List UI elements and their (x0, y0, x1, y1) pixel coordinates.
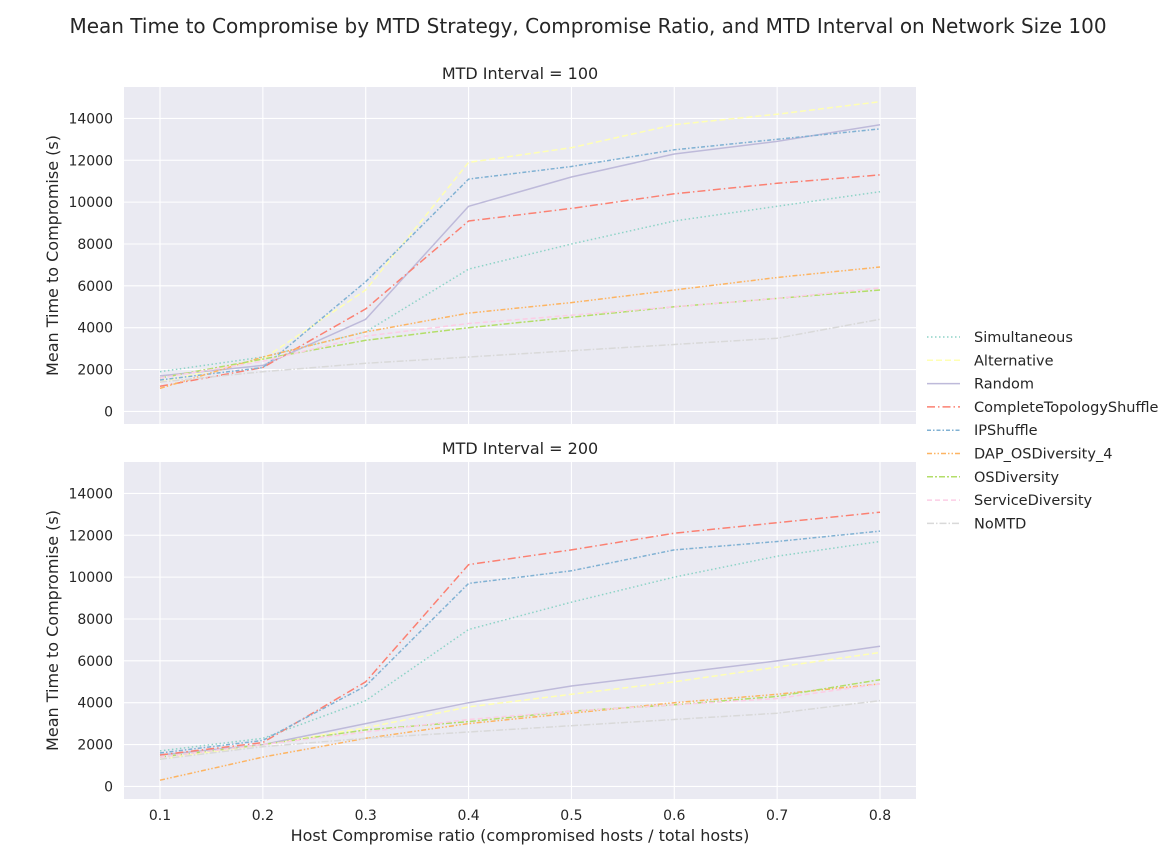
x-tick-label: 0.3 (355, 808, 377, 824)
y-tick-label: 2000 (77, 738, 113, 754)
legend-label: CompleteTopologyShuffle (974, 400, 1159, 416)
y-tick-label: 14000 (68, 486, 113, 502)
series-line-IPShuffle (159, 128, 881, 381)
legend-label: DAP_OSDiversity_4 (974, 447, 1112, 463)
chart-title: Mean Time to Compromise by MTD Strategy,… (69, 14, 1106, 38)
y-tick-label: 4000 (77, 696, 113, 712)
legend-item: OSDiversity (927, 470, 1060, 486)
x-axis-label: Host Compromise ratio (compromised hosts… (291, 826, 750, 845)
x-tick-label: 0.8 (869, 808, 891, 824)
series-line-ServiceDiversity (159, 287, 881, 379)
y-tick-label: 6000 (77, 279, 113, 295)
facet-title: MTD Interval = 100 (442, 64, 598, 83)
legend-item: NoMTD (927, 516, 1026, 532)
y-axis-label: Mean Time to Compromise (s) (43, 135, 62, 376)
legend-label: IPShuffle (974, 423, 1038, 439)
plot-background (124, 462, 916, 799)
x-tick-label: 0.2 (252, 808, 274, 824)
series-line-NoMTD (159, 699, 881, 760)
series-line-DAP_OSDiversity_4 (159, 683, 881, 781)
x-tick-label: 0.4 (457, 808, 479, 824)
y-tick-label: 0 (104, 404, 113, 420)
legend-label: Random (974, 377, 1034, 393)
y-tick-label: 8000 (77, 237, 113, 253)
y-tick-label: 10000 (68, 195, 113, 211)
y-axis-label: Mean Time to Compromise (s) (43, 510, 62, 751)
y-tick-label: 2000 (77, 363, 113, 379)
legend-item: DAP_OSDiversity_4 (927, 447, 1112, 463)
y-tick-label: 6000 (77, 654, 113, 670)
legend-item: Random (927, 377, 1034, 393)
series-line-CompleteTopologyShuffle (159, 511, 881, 756)
legend-label: Alternative (974, 353, 1054, 369)
legend-label: OSDiversity (974, 470, 1060, 486)
series-line-OSDiversity (159, 289, 881, 379)
series-line-ServiceDiversity (159, 683, 881, 758)
legend-item: ServiceDiversity (927, 493, 1093, 509)
legend: Simultaneous Alternative Random CompleteTop… (927, 330, 1159, 532)
y-tick-label: 12000 (68, 528, 113, 544)
legend-item: Simultaneous (927, 330, 1073, 346)
x-tick-label: 0.7 (766, 808, 788, 824)
x-tick-label: 0.6 (663, 808, 685, 824)
series-line-Alternative (159, 100, 881, 383)
facet-title: MTD Interval = 200 (442, 439, 598, 458)
y-tick-label: 0 (104, 779, 113, 795)
legend-label: ServiceDiversity (974, 493, 1093, 509)
legend-label: Simultaneous (974, 330, 1073, 346)
legend-item: IPShuffle (927, 423, 1038, 439)
facet-panel-2: 0 2000 4000 6000 8000 10000 12000 14000 Mean Tim… (43, 439, 916, 824)
legend-item: Alternative (927, 353, 1054, 369)
x-tick-label: 0.1 (149, 808, 171, 824)
x-tick-label: 0.5 (560, 808, 582, 824)
facet-panel-1: 0 2000 4000 6000 8000 10000 12000 14000 Mean Tim… (43, 64, 916, 424)
legend-item: CompleteTopologyShuffle (927, 400, 1159, 416)
series-line-NoMTD (159, 318, 881, 383)
series-line-Simultaneous (159, 190, 881, 373)
y-tick-label: 14000 (68, 111, 113, 127)
y-tick-label: 10000 (68, 570, 113, 586)
y-tick-label: 12000 (68, 153, 113, 169)
y-tick-label: 8000 (77, 612, 113, 628)
series-line-Random (159, 645, 881, 756)
y-tick-label: 4000 (77, 321, 113, 337)
facets-layer: 0 2000 4000 6000 8000 10000 12000 14000 Mean Tim… (43, 64, 916, 824)
legend-label: NoMTD (974, 516, 1026, 532)
